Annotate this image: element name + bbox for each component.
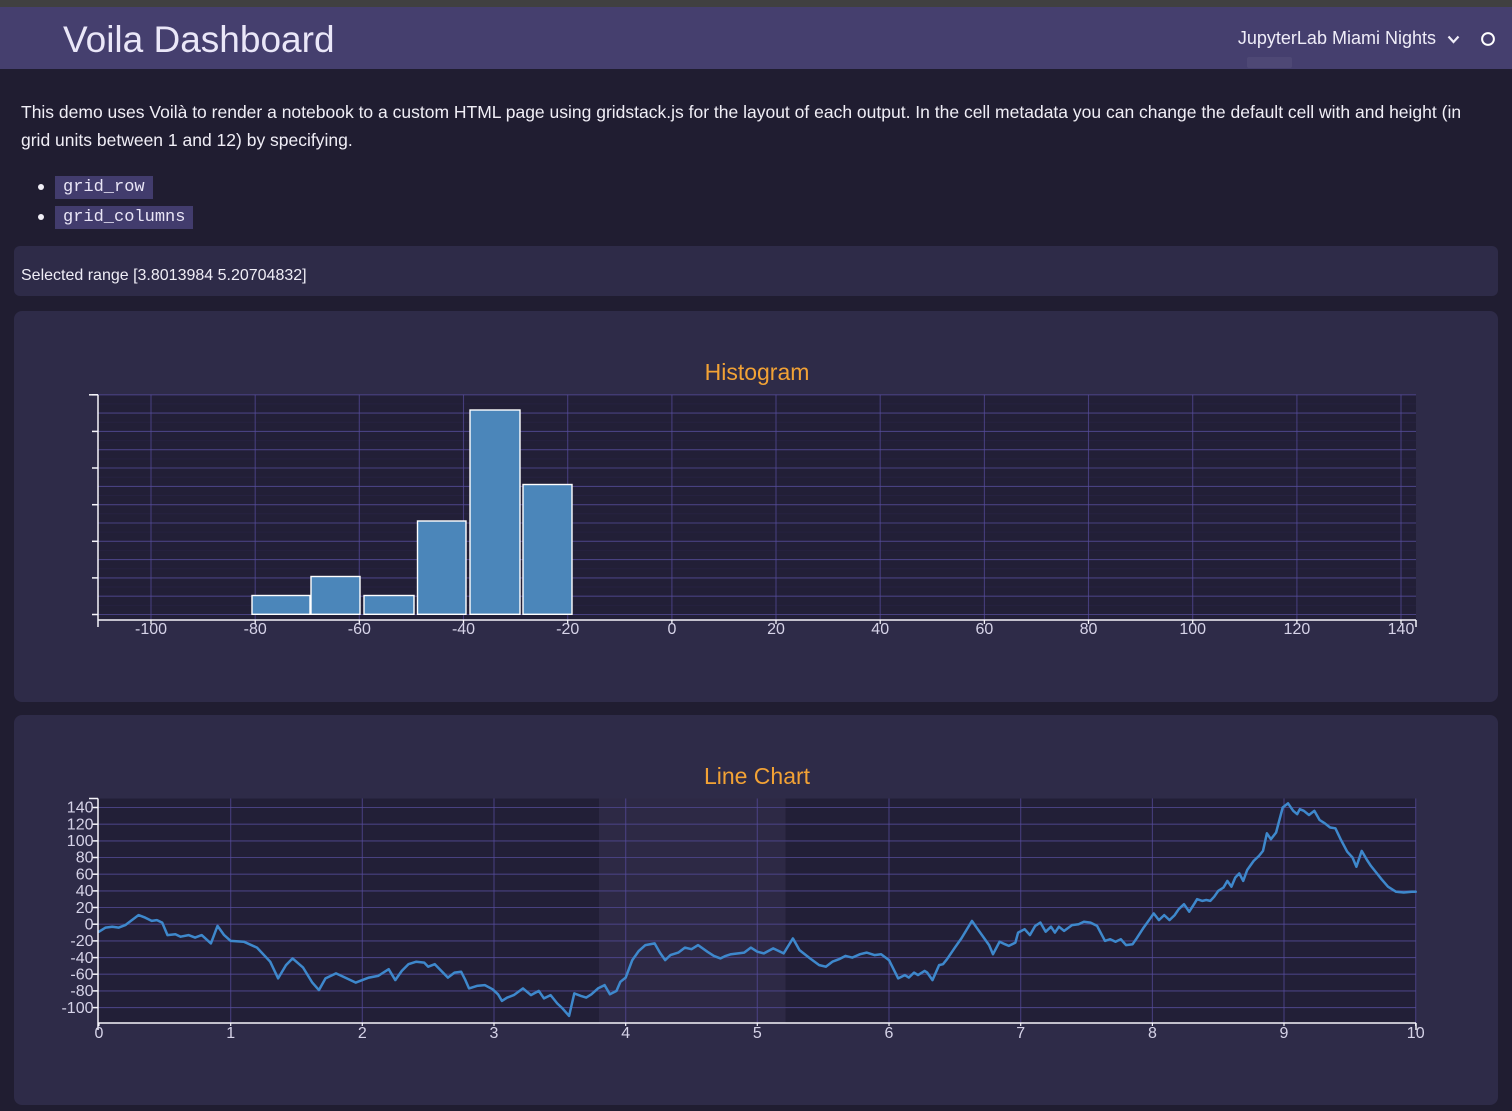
- svg-text:40: 40: [76, 883, 94, 900]
- svg-text:20: 20: [767, 621, 785, 638]
- svg-text:3: 3: [490, 1025, 499, 1042]
- svg-text:-100: -100: [135, 621, 167, 638]
- svg-text:-60: -60: [70, 967, 93, 984]
- svg-text:60: 60: [976, 621, 994, 638]
- svg-text:140: 140: [1388, 621, 1415, 638]
- svg-text:0: 0: [95, 1025, 104, 1042]
- svg-text:140: 140: [67, 800, 94, 817]
- svg-text:9: 9: [1280, 1025, 1289, 1042]
- svg-text:100: 100: [67, 833, 94, 850]
- svg-text:80: 80: [1080, 621, 1098, 638]
- svg-text:5: 5: [753, 1025, 762, 1042]
- svg-text:0: 0: [85, 916, 94, 933]
- svg-text:60: 60: [76, 866, 94, 883]
- svg-text:10: 10: [1407, 1025, 1425, 1042]
- svg-text:80: 80: [76, 850, 94, 867]
- svg-text:8: 8: [1148, 1025, 1157, 1042]
- svg-text:1: 1: [226, 1025, 235, 1042]
- svg-text:-20: -20: [70, 933, 93, 950]
- svg-text:0: 0: [667, 621, 676, 638]
- svg-text:6: 6: [885, 1025, 894, 1042]
- svg-text:-60: -60: [348, 621, 371, 638]
- svg-text:-100: -100: [61, 1000, 93, 1017]
- svg-text:100: 100: [1179, 621, 1206, 638]
- svg-text:7: 7: [1016, 1025, 1025, 1042]
- svg-text:-20: -20: [556, 621, 579, 638]
- svg-text:120: 120: [1284, 621, 1311, 638]
- svg-text:2: 2: [358, 1025, 367, 1042]
- svg-text:40: 40: [871, 621, 889, 638]
- svg-text:-80: -80: [244, 621, 267, 638]
- svg-text:-40: -40: [452, 621, 475, 638]
- svg-text:-40: -40: [70, 950, 93, 967]
- svg-text:20: 20: [76, 900, 94, 917]
- svg-text:4: 4: [621, 1025, 630, 1042]
- svg-text:-80: -80: [70, 983, 93, 1000]
- svg-text:120: 120: [67, 816, 94, 833]
